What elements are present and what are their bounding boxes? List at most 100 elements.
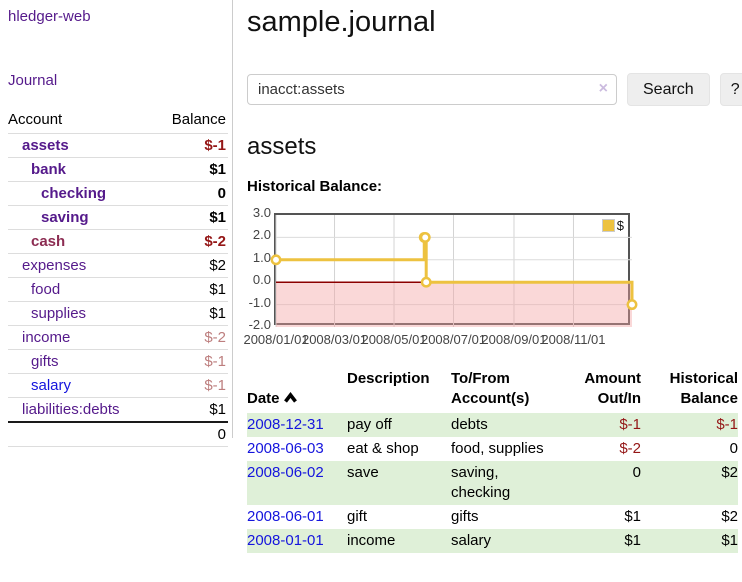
- account-balance: 0: [218, 185, 226, 202]
- sort-ascending-icon: [283, 392, 298, 404]
- transaction-description: save: [347, 461, 451, 505]
- x-tick-label: 2008/11/01: [541, 332, 605, 347]
- transaction-accounts: gifts: [451, 505, 557, 529]
- transaction-amount: $1: [557, 505, 641, 529]
- account-balance: $-1: [204, 377, 226, 394]
- transaction-row: 2008-06-02 save saving, checking 0 $2: [247, 461, 738, 505]
- account-link-supplies[interactable]: supplies: [8, 305, 86, 322]
- account-row[interactable]: saving $1: [8, 205, 228, 229]
- x-tick-label: 2008/03/01: [302, 332, 367, 347]
- account-balance: $1: [209, 161, 226, 178]
- account-row[interactable]: food $1: [8, 277, 228, 301]
- transaction-date-link[interactable]: 2008-06-01: [247, 508, 324, 525]
- account-link-gifts[interactable]: gifts: [8, 353, 59, 370]
- amount-column-header: Amount Out/In: [557, 367, 641, 413]
- legend-label: $: [617, 218, 624, 233]
- date-column-header[interactable]: Date: [247, 367, 347, 413]
- account-row[interactable]: gifts $-1: [8, 349, 228, 373]
- account-balance: $1: [209, 305, 226, 322]
- account-balance: $-1: [204, 353, 226, 370]
- account-balance: $1: [209, 281, 226, 298]
- page-title: sample.journal: [247, 4, 742, 41]
- account-row[interactable]: checking 0: [8, 181, 228, 205]
- transaction-accounts: saving, checking: [451, 461, 557, 505]
- transaction-date-link[interactable]: 2008-06-02: [247, 464, 324, 481]
- historical-balance-chart: 3.02.01.00.0-1.0-2.0 $ 2008/01/012008/03…: [247, 206, 739, 352]
- transaction-balance: $-1: [641, 413, 738, 437]
- account-link-salary[interactable]: salary: [8, 377, 71, 394]
- y-tick-label: -1.0: [247, 295, 271, 311]
- sidebar-item-journal[interactable]: Journal: [8, 72, 228, 89]
- search-input-wrap: ×: [247, 74, 617, 105]
- account-balance: $-2: [204, 329, 226, 346]
- accounts-column-header: To/From Account(s): [451, 367, 557, 413]
- transaction-date-link[interactable]: 2008-12-31: [247, 416, 324, 433]
- x-tick-label: 2008/07/01: [421, 332, 486, 347]
- brand-link[interactable]: hledger-web: [8, 8, 228, 25]
- x-tick-label: 2008/05/01: [361, 332, 426, 347]
- page: hledger-web Journal Account Balance asse…: [0, 0, 742, 553]
- search-input[interactable]: [247, 74, 617, 105]
- account-link-food[interactable]: food: [8, 281, 60, 298]
- transaction-description: gift: [347, 505, 451, 529]
- account-balance: $1: [209, 209, 226, 226]
- transaction-description: income: [347, 529, 451, 553]
- search-button[interactable]: Search: [627, 73, 710, 106]
- x-tick-label: 2008/01/01: [243, 332, 308, 347]
- accounts-total-value: 0: [218, 426, 226, 443]
- account-link-bank[interactable]: bank: [8, 161, 66, 178]
- account-row[interactable]: supplies $1: [8, 301, 228, 325]
- series-color-swatch: [602, 219, 615, 232]
- account-link-checking[interactable]: checking: [8, 185, 106, 202]
- help-button[interactable]: ?: [720, 73, 742, 106]
- account-column-header: Account: [8, 111, 62, 128]
- account-balance: $-1: [204, 137, 226, 154]
- clear-search-icon[interactable]: ×: [599, 80, 608, 98]
- sidebar: hledger-web Journal Account Balance asse…: [0, 0, 233, 438]
- transaction-description: pay off: [347, 413, 451, 437]
- transaction-date-link[interactable]: 2008-01-01: [247, 532, 324, 549]
- account-balance: $2: [209, 257, 226, 274]
- transaction-amount: $1: [557, 529, 641, 553]
- account-row[interactable]: cash $-2: [8, 229, 228, 253]
- accounts-table-header: Account Balance: [8, 108, 228, 133]
- account-link-assets[interactable]: assets: [8, 137, 69, 154]
- transaction-balance: $2: [641, 505, 738, 529]
- transaction-balance: 0: [641, 437, 738, 461]
- transaction-row: 2008-06-03 eat & shop food, supplies $-2…: [247, 437, 738, 461]
- balance-column-header: Balance: [172, 111, 226, 128]
- transaction-row: 2008-06-01 gift gifts $1 $2: [247, 505, 738, 529]
- transaction-accounts: food, supplies: [451, 437, 557, 461]
- account-link-cash[interactable]: cash: [8, 233, 65, 250]
- account-link-income[interactable]: income: [8, 329, 70, 346]
- chart-title: Historical Balance:: [247, 178, 742, 195]
- transaction-row: 2008-12-31 pay off debts $-1 $-1: [247, 413, 738, 437]
- transaction-accounts: salary: [451, 529, 557, 553]
- transaction-date-link[interactable]: 2008-06-03: [247, 440, 324, 457]
- account-row[interactable]: assets $-1: [8, 133, 228, 157]
- account-balance: $-2: [204, 233, 226, 250]
- account-row[interactable]: expenses $2: [8, 253, 228, 277]
- search-bar: × Search ?: [247, 73, 742, 106]
- account-row[interactable]: bank $1: [8, 157, 228, 181]
- description-column-header: Description: [347, 367, 451, 413]
- transactions-table: Date Description To/From Account(s) Amou…: [247, 367, 738, 553]
- accounts-table: Account Balance assets $-1 bank $1 check…: [8, 108, 228, 447]
- y-tick-label: 2.0: [247, 227, 271, 243]
- transaction-amount: $-1: [557, 413, 641, 437]
- transaction-row: 2008-01-01 income salary $1 $1: [247, 529, 738, 553]
- account-link-liabilities-debts[interactable]: liabilities:debts: [8, 401, 120, 418]
- transaction-description: eat & shop: [347, 437, 451, 461]
- account-balance: $1: [209, 401, 226, 418]
- transaction-accounts: debts: [451, 413, 557, 437]
- chart-canvas: [276, 215, 632, 327]
- account-row[interactable]: salary $-1: [8, 373, 228, 397]
- main-content: sample.journal × Search ? assets Histori…: [233, 0, 742, 553]
- transaction-amount: $-2: [557, 437, 641, 461]
- account-row[interactable]: liabilities:debts $1: [8, 397, 228, 421]
- balance-column-header: Historical Balance: [641, 367, 738, 413]
- account-row[interactable]: income $-2: [8, 325, 228, 349]
- account-heading: assets: [247, 132, 742, 162]
- account-link-saving[interactable]: saving: [8, 209, 89, 226]
- account-link-expenses[interactable]: expenses: [8, 257, 86, 274]
